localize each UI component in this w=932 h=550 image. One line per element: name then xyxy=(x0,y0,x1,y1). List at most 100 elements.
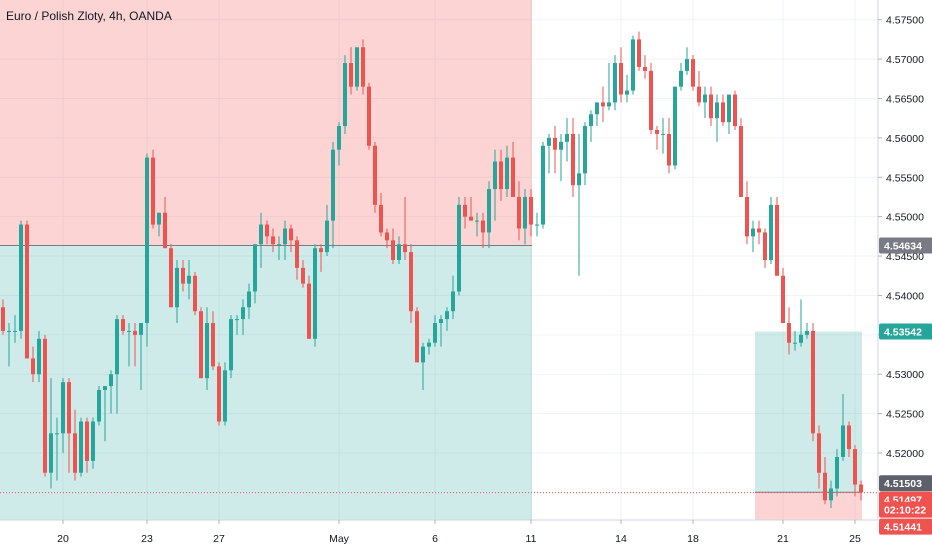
candle-body xyxy=(541,145,545,225)
candle-body xyxy=(499,161,503,190)
candle-body xyxy=(457,204,461,292)
candle-body xyxy=(679,70,683,87)
candle-body xyxy=(637,39,641,67)
time-tick-label: 25 xyxy=(849,533,861,545)
target-zone xyxy=(0,245,532,520)
time-tick-label: 27 xyxy=(213,533,225,545)
price-tag-label: 02:10:22 xyxy=(884,505,926,517)
candle-body xyxy=(685,59,689,71)
candle-body xyxy=(319,248,323,253)
candle-body xyxy=(631,39,635,91)
candle-body xyxy=(73,433,77,473)
price-tag xyxy=(879,323,932,340)
candle-body xyxy=(91,421,95,461)
price-axis[interactable]: 4.520004.525004.530004.535004.540004.545… xyxy=(877,0,924,520)
candle-body xyxy=(337,126,341,150)
candle-body xyxy=(859,484,863,493)
candle-body xyxy=(157,212,161,225)
candle-body xyxy=(223,370,227,422)
price-tag-label: 4.51441 xyxy=(884,522,922,534)
candle-body xyxy=(403,244,407,253)
time-tick-label: 11 xyxy=(526,533,537,545)
time-axis[interactable]: 20 23 27 May 6 11 14 18 21 25 xyxy=(0,519,878,545)
candle-body xyxy=(793,342,797,344)
price-tick-label: 4.52500 xyxy=(886,409,924,421)
candle-body xyxy=(601,102,605,107)
candle-body xyxy=(469,216,473,221)
candle-body xyxy=(247,291,251,308)
candle-body xyxy=(343,63,347,127)
candle-body xyxy=(151,157,155,225)
candle-body xyxy=(367,86,371,146)
candle-body xyxy=(625,90,629,95)
candle-body xyxy=(391,240,395,260)
candle-body xyxy=(331,149,335,221)
candle-body xyxy=(817,433,821,473)
candle-body xyxy=(445,311,449,320)
candle-body xyxy=(571,133,575,186)
time-tick-label: 21 xyxy=(777,533,789,545)
candle-body xyxy=(61,382,65,434)
price-tick-label: 4.53000 xyxy=(886,369,924,381)
candle-body xyxy=(475,220,479,222)
candle-body xyxy=(697,86,701,103)
candle-body xyxy=(103,386,107,390)
candle-body xyxy=(673,86,677,166)
candle-body xyxy=(19,224,23,331)
price-tick-label: 4.55000 xyxy=(886,212,924,224)
candle-body xyxy=(709,94,713,119)
candle-body xyxy=(55,433,59,435)
candle-body xyxy=(757,228,761,233)
candle-body xyxy=(655,130,659,134)
candle-body xyxy=(595,102,599,115)
candle-body xyxy=(583,126,587,174)
price-tag-label: 4.53542 xyxy=(884,327,922,339)
candle-body xyxy=(487,189,491,233)
candle-body xyxy=(811,330,815,434)
candle-body xyxy=(67,382,71,434)
candle-body xyxy=(355,47,359,87)
candle-body xyxy=(823,472,827,501)
price-tag xyxy=(879,237,932,254)
candle-body xyxy=(85,421,89,461)
candle-body xyxy=(451,291,455,312)
candle-body xyxy=(379,204,383,233)
candle-body xyxy=(703,94,707,103)
candle-body xyxy=(739,126,743,197)
candle-body xyxy=(721,102,725,123)
candle-body xyxy=(121,319,125,331)
candle-body xyxy=(553,137,557,150)
candle-series xyxy=(1,31,863,509)
candle-body xyxy=(253,244,257,292)
candle-body xyxy=(535,224,539,226)
candle-body xyxy=(829,488,833,501)
candle-body xyxy=(733,94,737,127)
candle-body xyxy=(79,421,83,473)
candle-body xyxy=(841,425,845,457)
candle-body xyxy=(415,311,419,363)
candle-body xyxy=(199,311,203,379)
candle-body xyxy=(775,204,779,276)
time-tick-label: 20 xyxy=(57,533,69,545)
candle-body xyxy=(397,244,401,260)
candle-body xyxy=(493,161,497,190)
price-tag-label: 4.51503 xyxy=(884,478,922,490)
price-tag xyxy=(879,518,932,535)
candle-body xyxy=(127,330,131,332)
price-tick-label: 4.56000 xyxy=(886,133,924,145)
candle-body xyxy=(145,157,149,324)
candle-body xyxy=(439,319,443,324)
candle-body xyxy=(577,173,581,186)
candle-body xyxy=(421,346,425,363)
candle-body xyxy=(7,330,11,332)
price-tag xyxy=(879,475,932,492)
candle-body xyxy=(565,133,569,142)
candle-body xyxy=(559,141,563,150)
candle-body xyxy=(163,212,167,249)
candle-body xyxy=(619,63,623,95)
candle-body xyxy=(847,425,851,450)
candle-body xyxy=(193,275,197,312)
time-tick-label: 14 xyxy=(615,533,627,545)
candle-body xyxy=(325,220,329,253)
